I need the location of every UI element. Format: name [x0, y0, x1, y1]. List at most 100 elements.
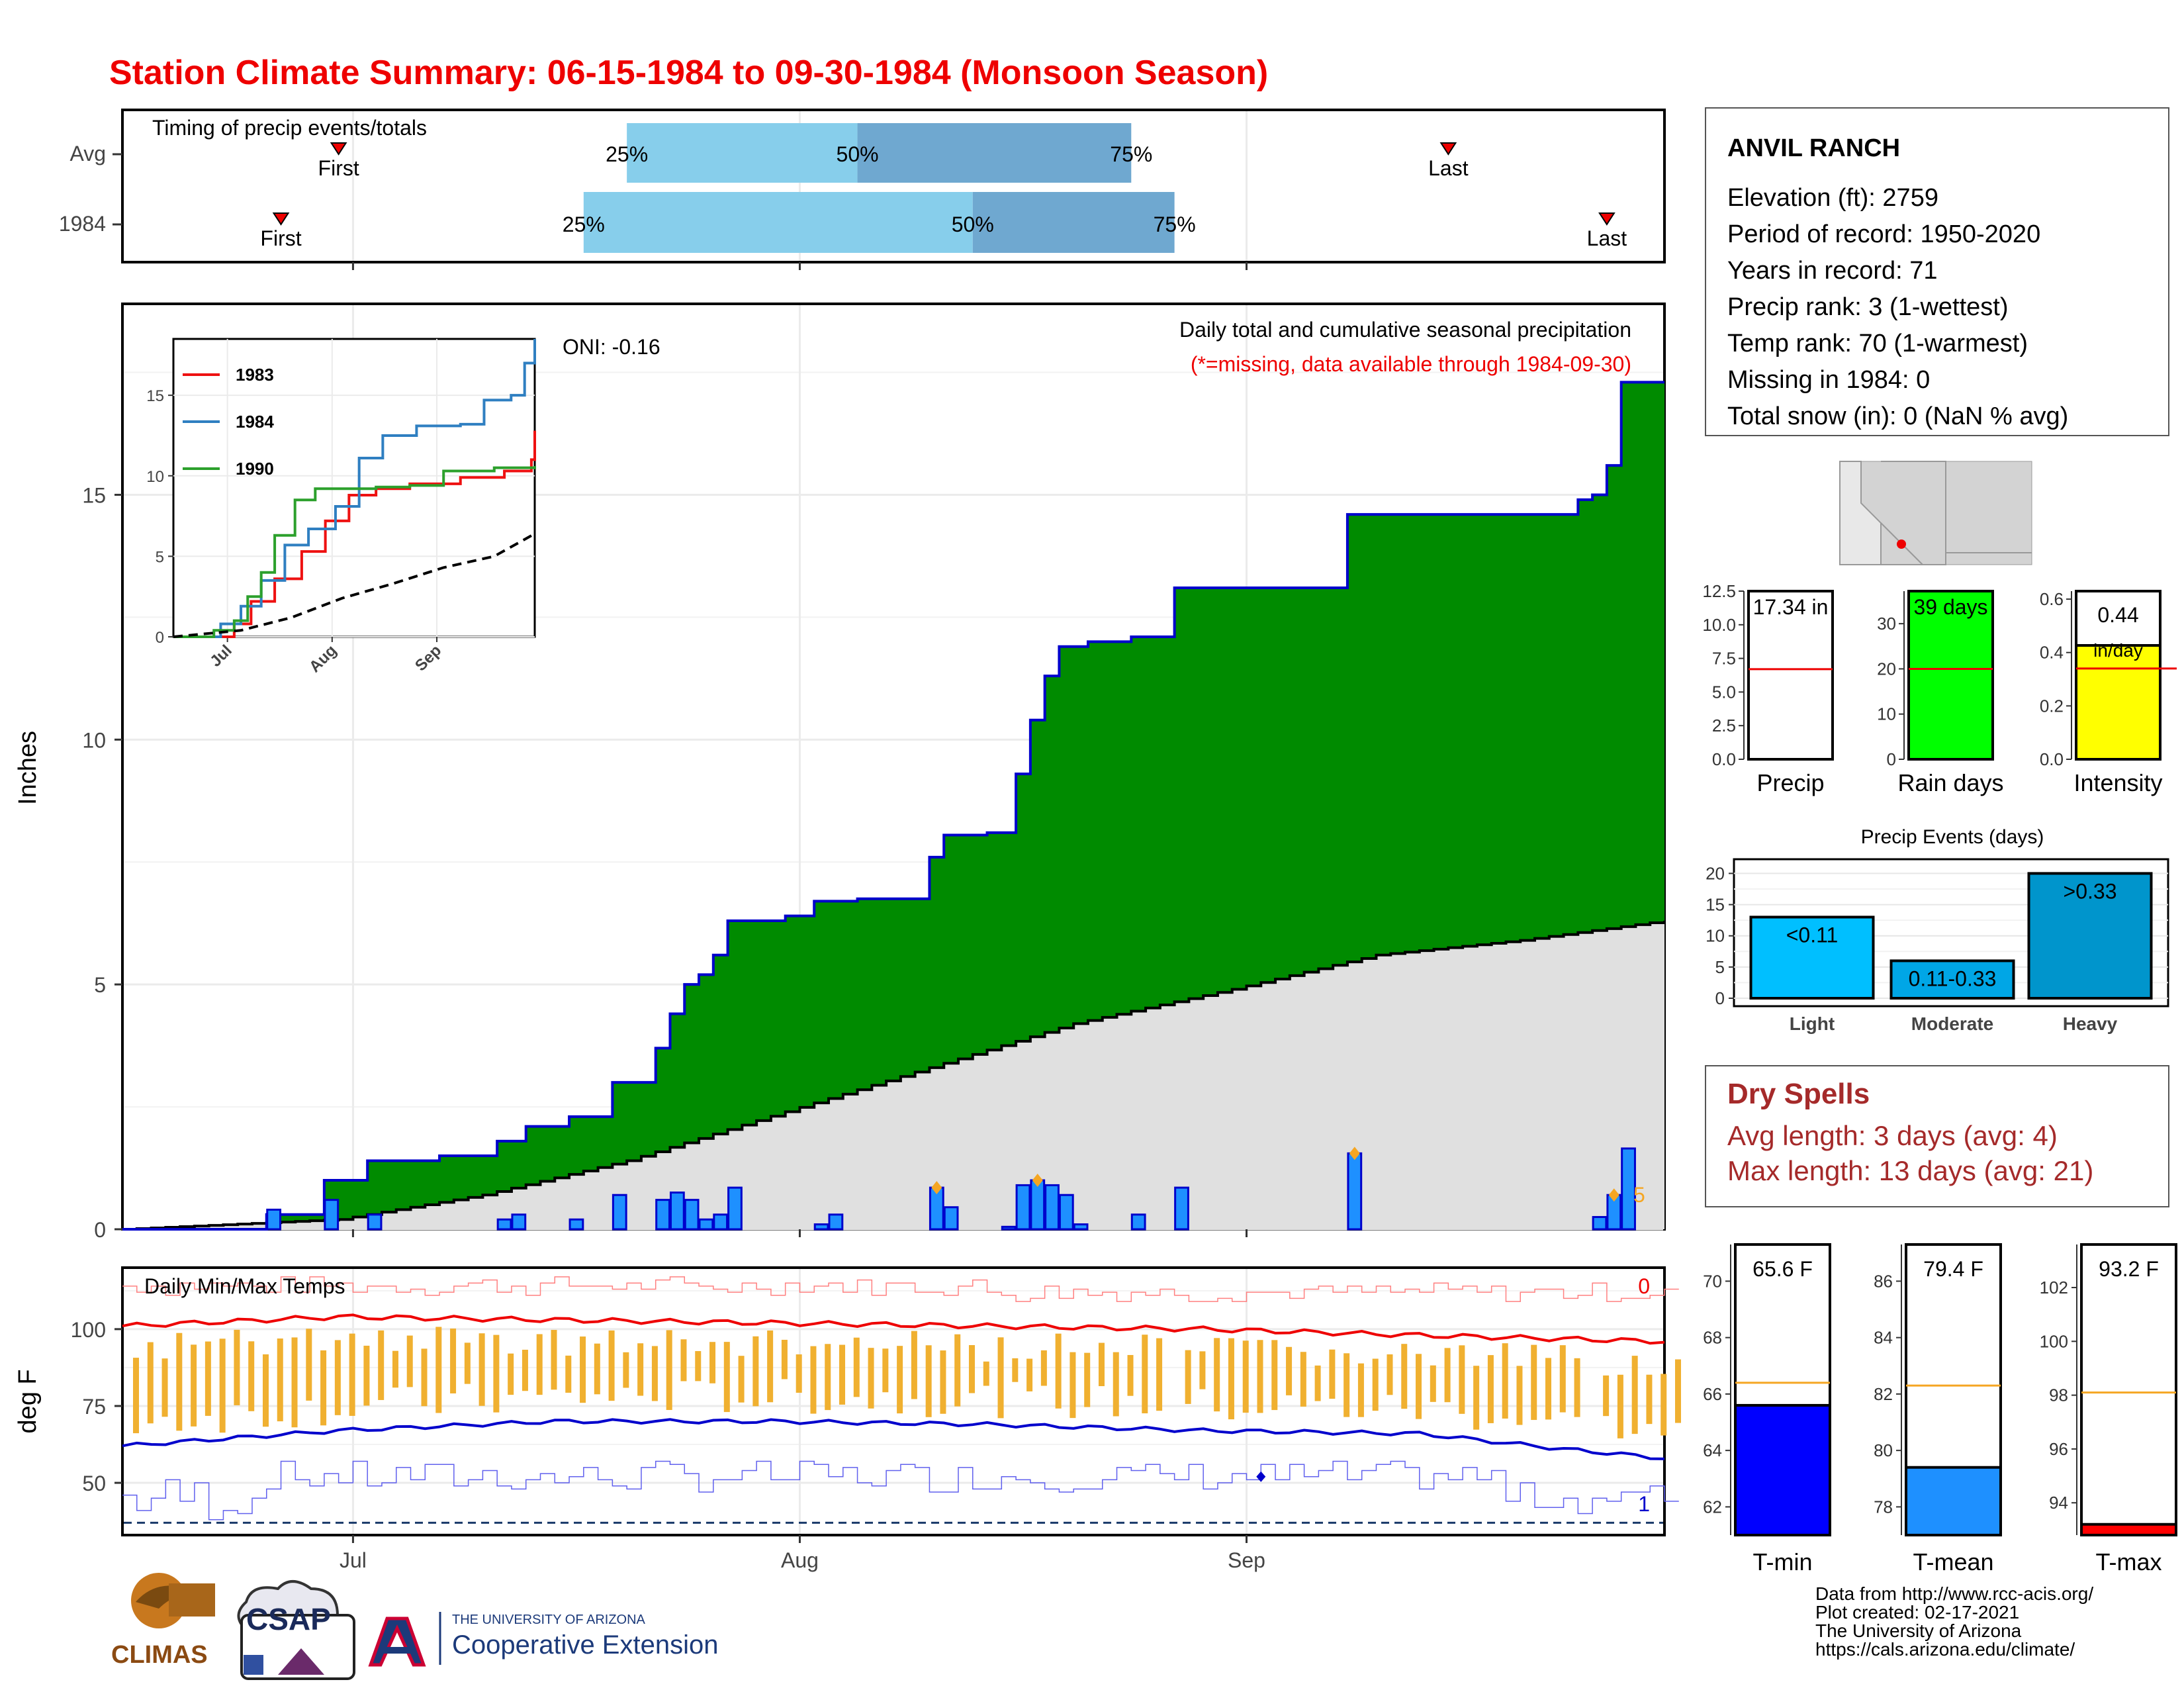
- normal-precip-area: [122, 921, 1664, 1229]
- daily-temp-bar: [723, 1342, 730, 1413]
- timing-event-marker: [272, 212, 290, 226]
- timing-event-marker: [1598, 212, 1615, 226]
- temp-ylabel: deg F: [14, 1369, 42, 1433]
- timing-row-1984: 1984: [59, 212, 106, 236]
- daily-temp-bar: [1387, 1354, 1393, 1395]
- daily-temp-bar: [680, 1339, 687, 1382]
- station-info-line: Precip rank: 3 (1-wettest): [1727, 293, 2008, 321]
- tbar-value-label: 93.2 F: [2099, 1257, 2159, 1281]
- daily-temp-bar: [291, 1337, 298, 1428]
- daily-temp-bar: [1098, 1342, 1105, 1386]
- daily-temp-bar: [277, 1338, 283, 1422]
- events-bar: [1749, 915, 1875, 1000]
- events-bar: [2027, 872, 2153, 1000]
- tbar-ytick-label: 98: [2049, 1385, 2068, 1405]
- temp-ytick-label: 100: [71, 1318, 106, 1342]
- tbar-tmean: [1905, 1466, 2002, 1536]
- precip-panel: 0 5 10 15 Inches ONI: -0.16 Daily total and…: [14, 303, 1666, 1242]
- timing-percentile-label: 50%: [837, 142, 879, 166]
- timing-event-label: First: [260, 226, 301, 250]
- daily-temp-bar: [1487, 1355, 1494, 1423]
- university-of-arizona-logo: THE UNIVERSITY OF ARIZONA Cooperative Ex…: [368, 1612, 718, 1667]
- events-ytick-label: 5: [1715, 957, 1725, 977]
- daily-temp-bar: [1257, 1340, 1263, 1413]
- daily-precip-bar: [1174, 1186, 1189, 1231]
- daily-temp-bar: [1314, 1365, 1321, 1401]
- daily-temp-bar: [205, 1341, 211, 1416]
- daily-temp-bar: [1286, 1346, 1293, 1395]
- daily-temp-bar: [551, 1330, 557, 1390]
- station-info-line: Elevation (ft): 2759: [1727, 184, 1938, 212]
- daily-temp-bar: [1343, 1353, 1350, 1417]
- ua-bottom-text: Cooperative Extension: [452, 1630, 718, 1660]
- events-xtick-label: Moderate: [1911, 1013, 1993, 1034]
- daily-temp-bar: [406, 1335, 413, 1387]
- dry-spells-avg: Avg length: 3 days (avg: 4): [1727, 1120, 2058, 1151]
- mini-bar-intensity: [2075, 644, 2161, 761]
- mini-ytick-label: 10: [1877, 704, 1896, 724]
- station-info-line: Years in record: 71: [1727, 257, 1938, 285]
- daily-temp-bar: [738, 1356, 745, 1403]
- daily-record-marker: [1032, 1174, 1043, 1188]
- daily-temp-bar: [651, 1346, 658, 1401]
- timing-bar-q1: [627, 123, 858, 183]
- dry-spells-max: Max length: 13 days (avg: 21): [1727, 1155, 2093, 1186]
- ua-top-text: THE UNIVERSITY OF ARIZONA: [452, 1613, 646, 1627]
- station-info-line: Total snow (in): 0 (NaN % avg): [1727, 402, 2068, 430]
- daily-temp-bar: [796, 1354, 802, 1393]
- daily-temp-bar: [334, 1340, 341, 1415]
- station-info-line: Period of record: 1950-2020: [1727, 220, 2040, 248]
- daily-temp-bar: [1329, 1349, 1336, 1399]
- daily-precip-bar: [569, 1218, 584, 1231]
- timing-event-label: Last: [1587, 226, 1627, 250]
- daily-temp-bar: [522, 1349, 528, 1391]
- climas-logo: CLIMAS: [111, 1573, 215, 1669]
- orange-count: 5: [1633, 1183, 1645, 1207]
- daily-temp-bar: [1646, 1374, 1653, 1425]
- tbar-tmax: [2080, 1523, 2177, 1536]
- temp-xtick-label: Aug: [781, 1548, 819, 1572]
- temp-panel: 50 75 100 Daily Min/Max Temps 0 1 deg F Ju…: [14, 1266, 1681, 1572]
- daily-precip-bar: [1073, 1223, 1089, 1231]
- timing-event-label: First: [318, 156, 359, 180]
- mini-value-label: 17.34 in: [1753, 595, 1829, 619]
- daily-temp-bar: [853, 1337, 860, 1397]
- precip-ytick-label: 0: [94, 1218, 106, 1242]
- inset-ytick-label: 5: [156, 548, 164, 566]
- daily-temp-bar: [478, 1333, 485, 1406]
- daily-temp-bar: [1631, 1356, 1638, 1434]
- daily-temp-bar: [623, 1352, 629, 1388]
- temp-title: Daily Min/Max Temps: [144, 1274, 345, 1298]
- daily-temp-bar: [997, 1337, 1004, 1419]
- daily-precip-bar: [727, 1186, 743, 1231]
- daily-temp-bar: [1142, 1335, 1148, 1414]
- daily-temp-bar: [940, 1350, 946, 1414]
- daily-temp-bar: [1185, 1350, 1191, 1404]
- daily-precip-bar: [266, 1208, 282, 1231]
- daily-precip-bar: [1058, 1194, 1074, 1231]
- mini-ytick-label: 0.4: [2040, 643, 2064, 663]
- tbar-ytick-label: 86: [1874, 1271, 1893, 1291]
- oni-label: ONI: -0.16: [563, 335, 660, 359]
- inset-series-line: [173, 430, 536, 638]
- daily-temp-bar: [176, 1333, 183, 1431]
- daily-temp-bar: [1416, 1354, 1422, 1419]
- daily-temp-bar: [1531, 1344, 1537, 1421]
- daily-temp-bar: [363, 1345, 370, 1406]
- daily-temp-bar: [1559, 1345, 1566, 1413]
- daily-precip-bar: [1592, 1216, 1608, 1231]
- daily-temp-bar: [709, 1342, 716, 1383]
- daily-temp-bar: [594, 1343, 600, 1395]
- tbar-frame: [2080, 1243, 2177, 1536]
- tbar-ytick-label: 70: [1703, 1271, 1722, 1291]
- daily-precip-bar: [684, 1199, 700, 1231]
- timing-percentile-label: 75%: [1154, 212, 1196, 236]
- daily-temp-bar: [536, 1334, 543, 1395]
- daily-temp-bar: [925, 1345, 932, 1417]
- daily-temp-bar: [839, 1344, 846, 1405]
- daily-temp-bar: [954, 1334, 961, 1407]
- timing-row-avg: Avg: [69, 142, 106, 165]
- tbar-xlabel: T-mean: [1913, 1548, 1993, 1575]
- credit-line: The University of Arizona: [1815, 1620, 2022, 1641]
